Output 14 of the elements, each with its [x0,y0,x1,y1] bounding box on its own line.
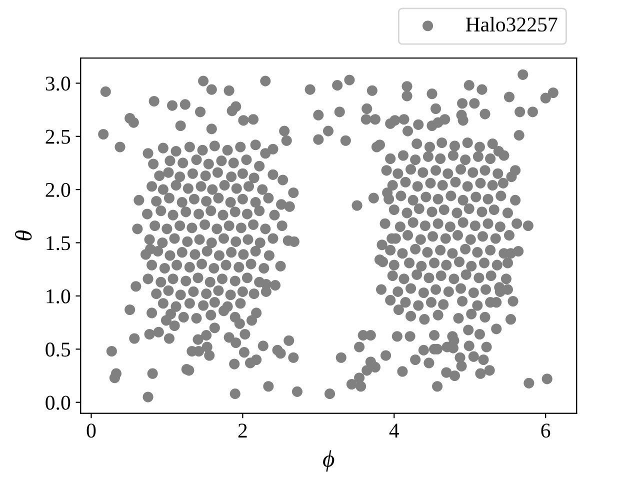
y-tick-label: 0.5 [46,342,70,357]
legend-label: Halo32257 [466,16,558,32]
y-tick-label: 1.0 [46,289,70,304]
x-tick-label: 2 [238,424,247,438]
x-tick-label: 4 [389,424,400,438]
y-tick-label: 2.5 [46,130,70,144]
x-tick-label: 6 [541,424,550,438]
x-axis-title: ϕ [323,450,334,472]
y-tick-label: 2.0 [46,182,70,198]
y-tick-label: 0.0 [46,396,70,410]
y-tick-label: 1.5 [46,236,70,250]
x-tick-label: 0 [86,424,96,438]
y-tick-label: 3.0 [46,76,70,91]
y-axis-title: θ [15,230,32,240]
